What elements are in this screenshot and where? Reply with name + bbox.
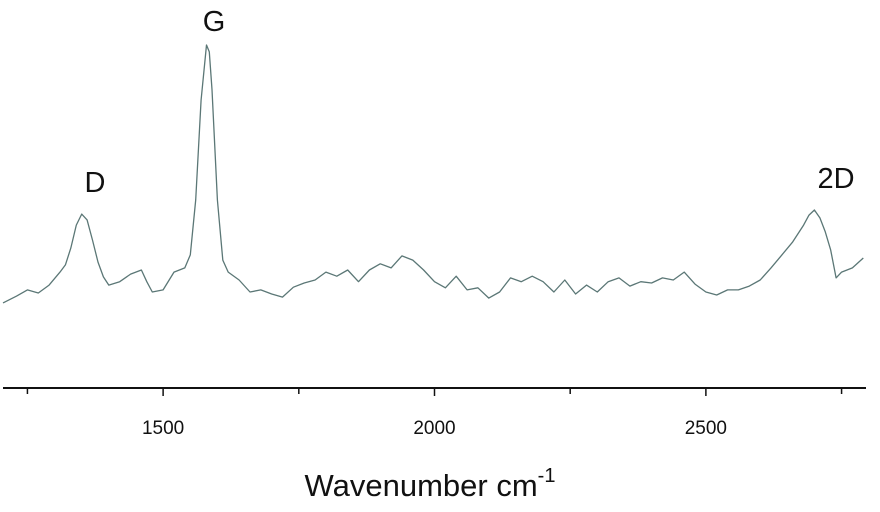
x-axis-label: Wavenumber cm-1 bbox=[305, 465, 556, 503]
spectrum-line bbox=[2, 44, 864, 304]
peak-label: 2D bbox=[817, 163, 854, 195]
x-axis-label-superscript: -1 bbox=[538, 465, 556, 487]
x-tick-label: 2000 bbox=[413, 418, 455, 439]
x-tick-label: 2500 bbox=[685, 418, 727, 439]
peak-label: D bbox=[85, 167, 106, 199]
x-tick-label: 1500 bbox=[142, 418, 184, 439]
x-axis-label-text: Wavenumber cm bbox=[305, 468, 538, 503]
peak-label: G bbox=[203, 6, 226, 38]
